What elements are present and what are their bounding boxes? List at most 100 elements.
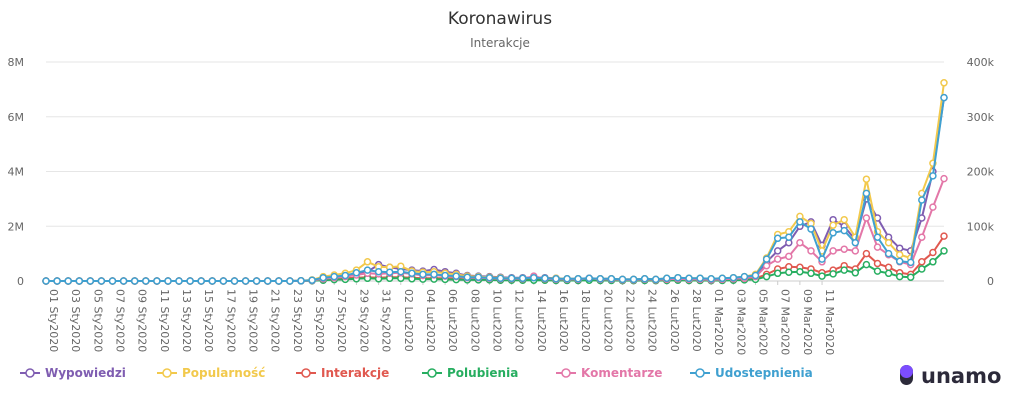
unamo-logo-icon [900,365,913,385]
data-point [718,274,727,283]
data-point [130,277,139,285]
data-point [940,174,948,183]
data-point [807,269,815,278]
data-point [918,258,926,266]
data-point [518,274,527,283]
x-tick-label: 04 Lut2020 [424,289,437,352]
data-point [862,189,871,198]
data-point [441,271,449,280]
x-tick-label: 05 Sty2020 [91,289,104,352]
data-point [807,225,815,233]
data-point [574,275,582,283]
data-point [308,276,316,284]
data-point [674,273,682,282]
data-point [319,273,327,282]
data-point [773,255,782,263]
gridlines [46,61,944,282]
data-point [397,267,405,276]
data-point [374,267,383,276]
legend-label: Komentarze [581,366,662,380]
data-point [652,275,660,284]
x-tick-label: 08 Lut2020 [468,289,481,352]
data-point [895,257,904,266]
data-point [530,273,538,282]
data-point [263,277,272,285]
data-point [230,277,239,285]
data-point [918,196,926,204]
legend-label: Polubienia [447,366,518,380]
data-point [884,238,893,247]
data-point [785,252,793,261]
data-point [884,263,893,272]
x-tick-label: 03 Sty2020 [69,289,82,352]
data-point [629,275,638,284]
series-udostepnienia [42,93,948,285]
data-point [940,93,948,102]
y-left-tick-label: 8M [8,56,25,69]
data-point [840,215,848,224]
y-right-tick-label: 100k [967,220,995,233]
data-point [873,233,882,241]
legend-marker [25,368,35,378]
data-point [796,267,804,276]
data-point [164,277,172,285]
legend-label: Popularność [182,366,265,380]
data-point [940,247,948,255]
x-tick-label: 27 Sty2020 [335,289,348,352]
x-tick-label: 09 Sty2020 [136,289,149,352]
data-point [918,265,926,273]
data-point [851,238,860,247]
data-point [851,247,860,255]
legend-marker [301,368,311,378]
legend-marker [162,368,172,378]
data-point [840,266,848,274]
data-point [153,277,161,285]
data-point [829,247,837,255]
data-point [829,229,837,237]
data-point [419,270,427,279]
data-point [929,248,937,257]
data-point [53,277,61,285]
data-point [663,274,671,283]
data-point [862,214,871,222]
data-point [785,233,793,241]
data-point [275,277,283,285]
data-point [363,258,372,266]
data-point [452,272,460,280]
data-point [807,247,815,255]
data-point [42,277,50,285]
legend-label: Wypowiedzi [45,366,126,380]
y-left-tick-label: 2M [8,220,25,233]
data-point [773,234,782,243]
data-point [884,269,893,278]
data-point [751,271,760,280]
data-point [197,277,205,285]
data-point [408,269,416,278]
x-tick-label: 13 Sty2020 [180,289,193,352]
y-axis-right: 0 100k 200k 300k 400k [967,56,995,288]
y-right-tick-label: 400k [967,56,995,69]
chart-subtitle: Interakcje [470,36,530,50]
series-plot [42,79,948,285]
data-point [585,274,593,283]
series-line [46,97,945,282]
legend-item: Polubienia [422,366,518,380]
data-point [363,266,372,274]
data-point [86,277,95,285]
data-point [940,232,948,240]
x-tick-label: 05 Mar2020 [757,289,770,355]
data-point [507,274,516,283]
data-point [286,277,294,285]
data-point [851,269,860,277]
data-point [75,277,84,285]
data-point [773,247,782,255]
data-point [64,277,72,285]
x-tick-label: 21 Sty2020 [269,289,282,352]
y-left-tick-label: 4M [8,166,25,179]
data-point [884,249,893,258]
data-point [796,218,804,226]
data-point [430,270,438,279]
x-tick-label: 18 Lut2020 [579,289,592,352]
data-point [840,226,848,235]
data-point [818,272,826,280]
